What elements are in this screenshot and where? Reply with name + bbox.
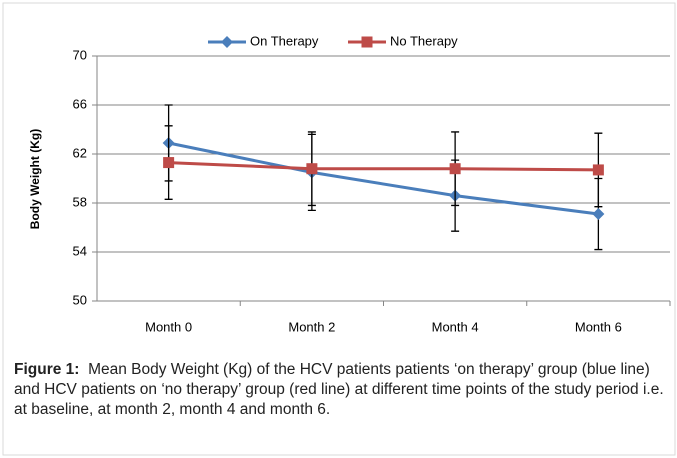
point <box>592 208 605 221</box>
caption-label: Figure 1: <box>14 361 80 378</box>
legend-marker <box>361 36 373 48</box>
series-line <box>168 141 599 216</box>
y-tick-label: 58 <box>73 194 87 209</box>
x-tick-label: Month 0 <box>145 319 192 334</box>
point <box>449 163 461 175</box>
caption: Figure 1: Mean Body Weight (Kg) of the H… <box>14 360 664 420</box>
y-tick-label: 70 <box>73 47 87 62</box>
legend-label: On Therapy <box>250 33 319 48</box>
y-tick-label: 50 <box>73 292 87 307</box>
x-tick-label: Month 4 <box>432 319 479 334</box>
x-tick-label: Month 2 <box>288 319 335 334</box>
y-tick-label: 66 <box>73 96 87 111</box>
legend-label: No Therapy <box>390 33 458 48</box>
caption-text: Mean Body Weight (Kg) of the HCV patient… <box>14 361 664 418</box>
x-tick-label: Month 6 <box>575 319 622 334</box>
point <box>592 164 604 176</box>
point <box>306 163 318 175</box>
series-line <box>168 161 599 172</box>
point <box>163 157 175 169</box>
y-tick-label: 62 <box>73 145 87 160</box>
legend-marker <box>221 36 233 48</box>
y-axis-label: Body Weight (Kg) <box>28 129 42 229</box>
y-tick-label: 54 <box>73 243 87 258</box>
